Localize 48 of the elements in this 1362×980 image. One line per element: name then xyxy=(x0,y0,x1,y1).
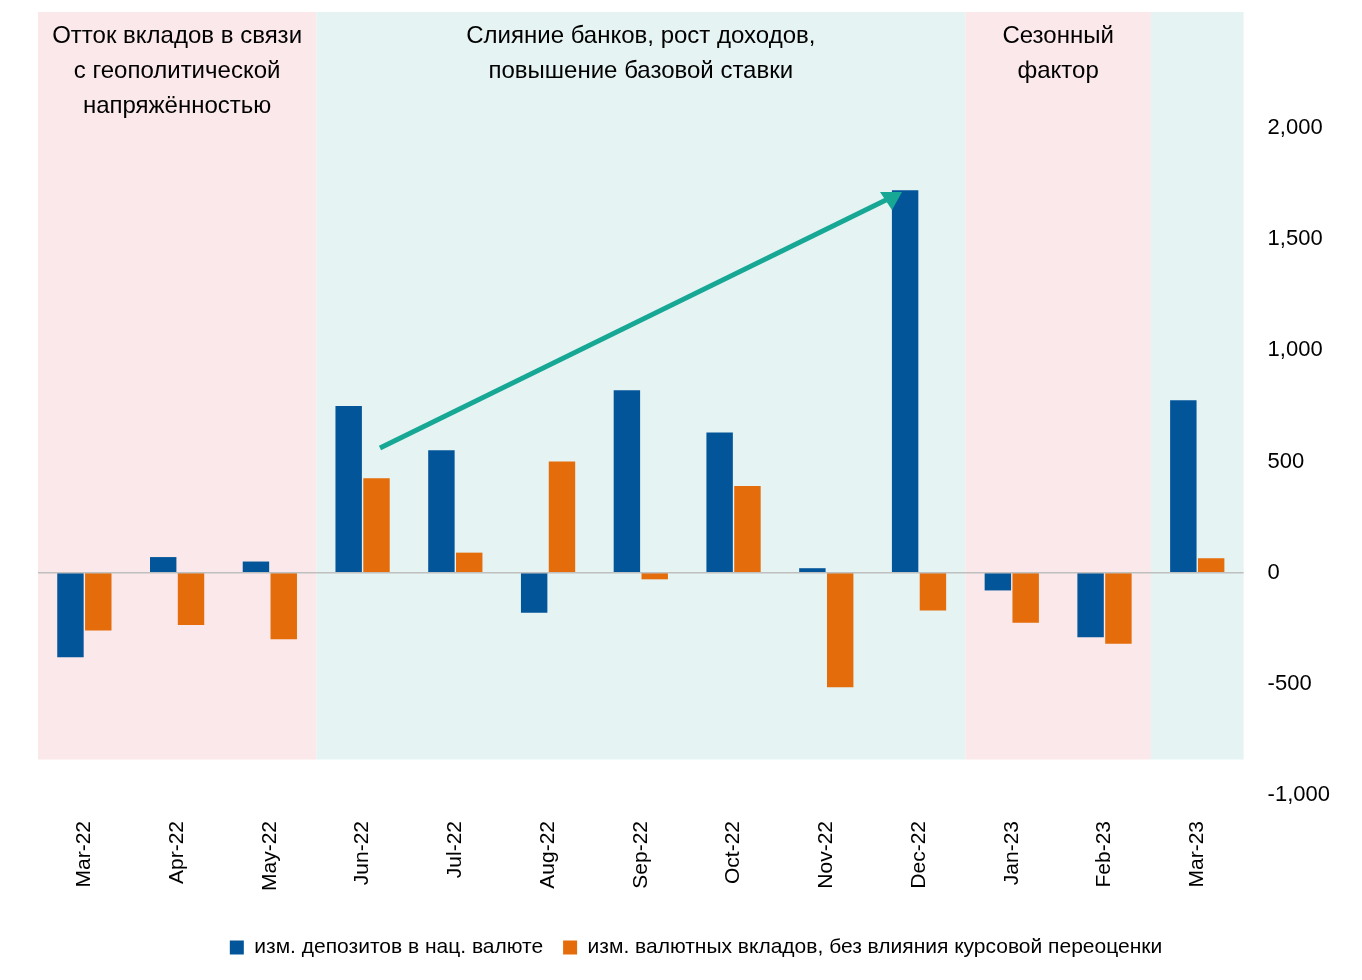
bar xyxy=(85,572,112,631)
band-label: Отток вкладов в связи с геополитической напряжённостью xyxy=(52,20,303,118)
x-tick-label: May-22 xyxy=(256,820,280,892)
x-tick-label: Jun-22 xyxy=(349,820,373,886)
bar xyxy=(891,190,919,573)
bar xyxy=(1012,572,1039,623)
band-label: Слияние банков, рост доходов, повышение базовой ставки xyxy=(466,20,816,83)
legend-label: изм. депозитов в нац. валюте xyxy=(254,934,544,958)
x-tick-label: Aug-22 xyxy=(534,820,558,889)
bar xyxy=(1105,572,1132,644)
y-tick-label: 500 xyxy=(1267,447,1305,473)
x-tick-label: Jul-22 xyxy=(442,820,466,879)
bar xyxy=(456,552,483,573)
bar xyxy=(984,572,1012,591)
band-label: Сезонный фактор xyxy=(1002,20,1114,83)
y-tick-label: 0 xyxy=(1267,558,1280,584)
y-tick-label: 2,000 xyxy=(1267,114,1323,140)
x-tick-label: Jan-23 xyxy=(998,820,1022,886)
y-tick-label: 1,500 xyxy=(1267,225,1323,251)
bar xyxy=(335,405,362,573)
bar xyxy=(919,572,947,611)
bar xyxy=(1077,572,1104,638)
bar xyxy=(826,572,854,688)
bar xyxy=(1170,400,1197,573)
bar xyxy=(613,390,641,573)
bar xyxy=(363,478,390,573)
bar xyxy=(548,461,576,573)
bar xyxy=(520,572,548,613)
bar xyxy=(270,572,297,640)
legend-label: изм. валютных вкладов, без влияния курсовой переоценки xyxy=(587,934,1163,958)
y-tick-label: -500 xyxy=(1267,669,1312,695)
y-tick-label: 1,000 xyxy=(1267,336,1323,362)
x-tick-label: Sep-22 xyxy=(627,820,651,889)
bar xyxy=(706,432,733,573)
x-tick-label: Mar-22 xyxy=(71,820,95,888)
x-tick-label: Apr-22 xyxy=(163,820,187,885)
bar xyxy=(1197,558,1225,573)
x-tick-label: Nov-22 xyxy=(813,820,837,889)
bar xyxy=(149,557,177,573)
x-tick-label: Mar-23 xyxy=(1184,820,1208,888)
x-tick-label: Oct-22 xyxy=(720,820,744,885)
bar xyxy=(57,572,84,658)
bar xyxy=(734,485,761,573)
x-tick-label: Feb-23 xyxy=(1091,820,1115,888)
y-tick-label: -1,000 xyxy=(1267,781,1331,807)
bar xyxy=(428,450,455,573)
x-tick-label: Dec-22 xyxy=(905,820,929,889)
bar xyxy=(177,572,205,625)
